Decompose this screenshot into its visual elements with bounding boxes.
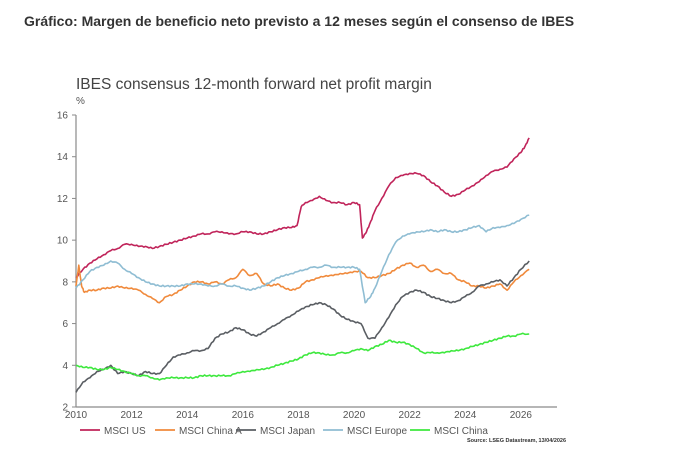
series-line-msci-china-a [75, 262, 530, 304]
x-tick-label: 2012 [120, 410, 143, 421]
series-line-msci-europe [75, 214, 530, 304]
legend-item: MSCI Japan [236, 426, 315, 437]
y-tick-label: 6 [62, 319, 68, 330]
legend-label: MSCI China [434, 426, 488, 437]
x-tick-label: 2018 [287, 410, 310, 421]
y-tick-label: 12 [57, 194, 69, 205]
legend: MSCI US MSCI China A MSCI Japan MSCI Europe… [80, 426, 488, 437]
y-axis-unit: % [76, 96, 85, 107]
y-tick-label: 2 [62, 403, 68, 414]
y-tick-label: 10 [57, 236, 69, 247]
series-line-msci-china [75, 332, 530, 381]
y-tick-label: 14 [57, 152, 69, 163]
axes: 2 4 6 8 10 12 14 16 2010 2012 2014 2016 2018 2020 2022… [57, 111, 557, 421]
source-note: Source: LSEG Datastream, 13/04/2026 [467, 438, 566, 444]
x-tick-label: 2024 [454, 410, 477, 421]
chart-title: IBES consensus 12-month forward net prof… [76, 76, 432, 93]
x-tick-label: 2026 [510, 410, 533, 421]
series-lines [75, 137, 530, 393]
page-heading: Gráfico: Margen de beneficio neto previs… [24, 13, 575, 29]
legend-label: MSCI Japan [260, 426, 315, 437]
x-tick-label: 2020 [343, 410, 366, 421]
x-tick-label: 2014 [176, 410, 199, 421]
y-tick-label: 8 [62, 277, 68, 288]
y-tick-label: 4 [62, 361, 68, 372]
x-tick-label: 2022 [399, 410, 422, 421]
legend-item: MSCI China [410, 426, 488, 437]
x-tick-label: 2010 [65, 410, 88, 421]
y-tick-label: 16 [57, 111, 69, 122]
legend-item: MSCI US [80, 426, 146, 437]
series-line-msci-us [75, 137, 530, 279]
legend-item: MSCI China A [155, 426, 242, 437]
legend-label: MSCI US [104, 426, 146, 437]
x-tick-label: 2016 [232, 410, 255, 421]
legend-label: MSCI Europe [347, 426, 407, 437]
legend-label: MSCI China A [179, 426, 242, 437]
series-line-msci-japan [75, 260, 530, 393]
legend-item: MSCI Europe [323, 426, 407, 437]
